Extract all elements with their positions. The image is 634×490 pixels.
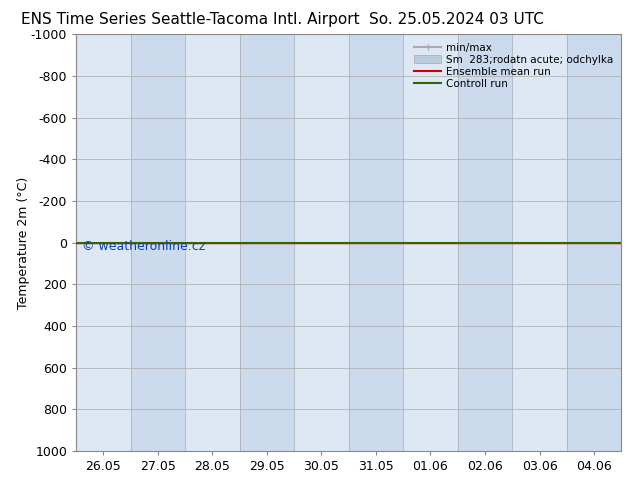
Text: ENS Time Series Seattle-Tacoma Intl. Airport: ENS Time Series Seattle-Tacoma Intl. Air… bbox=[21, 12, 359, 27]
Bar bbox=[458, 34, 512, 451]
Bar bbox=[567, 34, 621, 451]
Bar bbox=[240, 34, 294, 451]
Bar bbox=[131, 34, 185, 451]
Bar bbox=[512, 34, 567, 451]
Bar bbox=[403, 34, 458, 451]
Bar bbox=[185, 34, 240, 451]
Bar bbox=[76, 34, 131, 451]
Legend: min/max, Sm  283;rodatn acute; odchylka, Ensemble mean run, Controll run: min/max, Sm 283;rodatn acute; odchylka, … bbox=[411, 40, 616, 92]
Bar bbox=[349, 34, 403, 451]
Text: So. 25.05.2024 03 UTC: So. 25.05.2024 03 UTC bbox=[369, 12, 544, 27]
Text: © weatheronline.cz: © weatheronline.cz bbox=[82, 241, 205, 253]
Y-axis label: Temperature 2m (°C): Temperature 2m (°C) bbox=[16, 176, 30, 309]
Bar bbox=[294, 34, 349, 451]
